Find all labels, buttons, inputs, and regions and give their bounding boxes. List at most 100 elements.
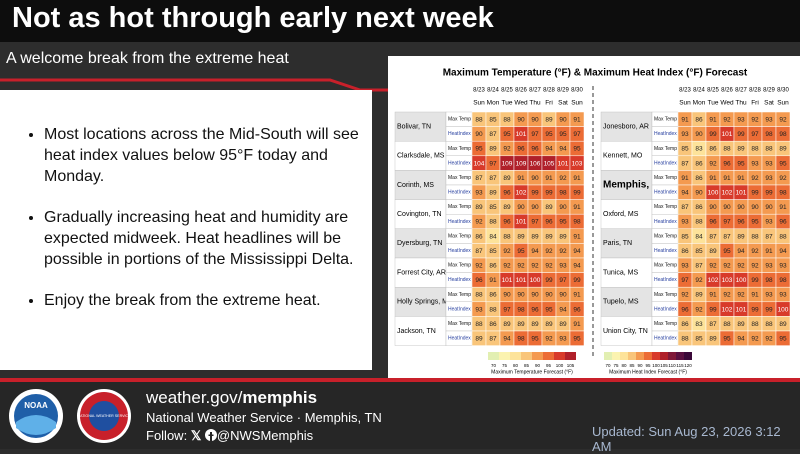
- legend-swatch: [532, 352, 543, 360]
- row-label: HeatIndex: [654, 277, 677, 283]
- city-cell: [394, 140, 447, 171]
- cell-value: 96: [531, 146, 539, 153]
- cell-value: 99: [737, 131, 745, 138]
- cell-value: 106: [530, 160, 541, 167]
- date-label: 8/25: [707, 88, 719, 94]
- cell-value: 85: [489, 117, 497, 124]
- cell-value: 90: [709, 204, 717, 211]
- cell-value: 89: [709, 336, 717, 343]
- cell-value: 89: [503, 321, 511, 328]
- cell-value: 95: [723, 336, 731, 343]
- legend-swatch: [521, 352, 532, 360]
- date-label: 8/29: [557, 88, 569, 94]
- cell-value: 86: [681, 248, 689, 255]
- cell-value: 89: [737, 146, 745, 153]
- cell-value: 95: [545, 306, 553, 313]
- cell-value: 98: [765, 131, 773, 138]
- legend-tick: 70: [605, 363, 611, 368]
- cell-value: 88: [475, 117, 483, 124]
- cell-value: 90: [559, 117, 567, 124]
- cell-value: 99: [751, 277, 759, 284]
- city-cell: [394, 111, 447, 142]
- cell-value: 88: [765, 146, 773, 153]
- bullet: Enjoy the break from the extreme heat.: [44, 290, 372, 311]
- city-name: Clarksdale, MS: [397, 153, 445, 160]
- cell-value: 99: [709, 131, 717, 138]
- noaa-wave: [16, 415, 56, 435]
- site-link[interactable]: weather.gov/memphis: [146, 388, 317, 408]
- row-label: HeatIndex: [654, 219, 677, 225]
- handle[interactable]: @NWSMemphis: [216, 428, 314, 443]
- cell-value: 91: [681, 117, 689, 124]
- row-label: Max Temp: [448, 263, 471, 269]
- cell-value: 99: [573, 190, 581, 197]
- row-label: Max Temp: [654, 175, 677, 181]
- cell-value: 98: [779, 131, 787, 138]
- city-cell: [600, 199, 653, 230]
- cell-value: 88: [723, 321, 731, 328]
- cell-value: 85: [681, 146, 689, 153]
- cell-value: 91: [573, 175, 581, 182]
- cell-value: 92: [751, 117, 759, 124]
- x-icon[interactable]: 𝕏: [190, 428, 202, 443]
- legend-label: Maximum Heat Index Forecast (°F): [609, 369, 687, 375]
- cell-value: 99: [751, 190, 759, 197]
- bullet-list: Most locations across the Mid-South will…: [0, 124, 372, 311]
- city-name: Paris, TN: [603, 240, 632, 247]
- city-name: Bolivar, TN: [397, 123, 431, 130]
- cell-value: 101: [502, 277, 513, 284]
- forecast-chart: Maximum Temperature (°F) & Maximum Heat …: [388, 56, 800, 378]
- legend-tick: 70: [491, 363, 497, 368]
- legend-swatch: [652, 352, 660, 360]
- row-label: HeatIndex: [654, 306, 677, 312]
- cell-value: 91: [751, 292, 759, 299]
- date-label: 8/28: [543, 88, 555, 94]
- cell-value: 98: [779, 277, 787, 284]
- logos: NOAA NATIONAL WEATHER SERVICE: [9, 389, 131, 443]
- cell-value: 87: [489, 175, 497, 182]
- row-label: HeatIndex: [448, 219, 471, 225]
- date-label: 8/27: [529, 88, 541, 94]
- legend-tick: 85: [524, 363, 530, 368]
- cell-value: 89: [545, 321, 553, 328]
- day-label: Sun: [777, 100, 789, 107]
- cell-value: 87: [695, 263, 703, 270]
- cell-value: 93: [475, 306, 483, 313]
- cell-value: 89: [517, 233, 525, 240]
- cell-value: 88: [503, 117, 511, 124]
- cell-value: 89: [531, 233, 539, 240]
- cell-value: 89: [489, 190, 497, 197]
- row-label: Max Temp: [654, 146, 677, 152]
- legend-swatch: [676, 352, 684, 360]
- cell-value: 95: [723, 248, 731, 255]
- facebook-icon[interactable]: [204, 429, 217, 441]
- day-label: Thu: [735, 100, 747, 107]
- row-label: HeatIndex: [654, 160, 677, 166]
- legend-tick: 110: [668, 363, 676, 368]
- cell-value: 97: [751, 131, 759, 138]
- cell-value: 89: [709, 248, 717, 255]
- cell-value: 99: [751, 306, 759, 313]
- row-label: HeatIndex: [448, 306, 471, 312]
- cell-value: 93: [779, 263, 787, 270]
- row-label: Max Temp: [448, 321, 471, 327]
- legend-tick: 85: [629, 363, 635, 368]
- date-label: 8/24: [487, 88, 499, 94]
- city-cell: [394, 286, 447, 317]
- cell-value: 95: [779, 336, 787, 343]
- cell-value: 86: [475, 233, 483, 240]
- cell-value: 89: [545, 204, 553, 211]
- cell-value: 92: [545, 248, 553, 255]
- cell-value: 94: [737, 248, 745, 255]
- cell-value: 94: [573, 263, 581, 270]
- city-cell: [394, 316, 447, 346]
- cell-value: 99: [765, 190, 773, 197]
- date-label: 8/24: [693, 88, 705, 94]
- cell-value: 96: [779, 219, 787, 226]
- cell-value: 95: [517, 248, 525, 255]
- cell-value: 93: [475, 190, 483, 197]
- cell-value: 94: [503, 336, 511, 343]
- cell-value: 98: [573, 219, 581, 226]
- cell-value: 93: [681, 263, 689, 270]
